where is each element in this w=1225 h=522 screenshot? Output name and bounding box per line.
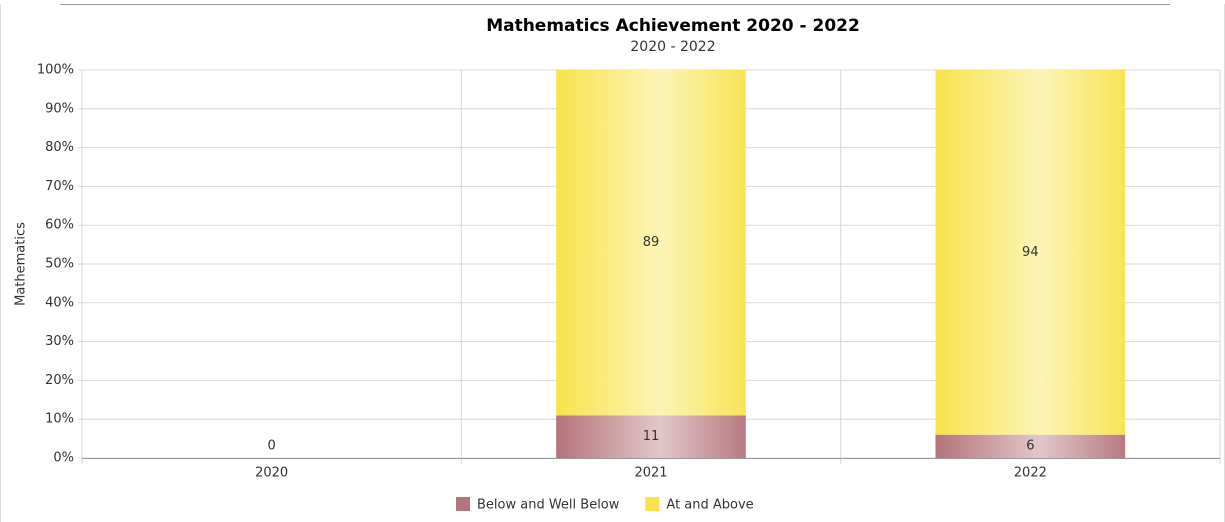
data-label: 0 xyxy=(268,439,276,454)
bar-segment xyxy=(556,415,746,458)
bar-segment xyxy=(935,70,1126,435)
chart-subtitle: 2020 - 2022 xyxy=(630,39,715,55)
legend-label: At and Above xyxy=(666,498,753,513)
y-tick-label: 20% xyxy=(45,373,74,388)
y-tick-label: 70% xyxy=(45,179,74,194)
x-tick-label: 2020 xyxy=(255,466,288,481)
legend-swatch xyxy=(645,497,660,511)
data-label: 11 xyxy=(643,429,660,444)
y-tick-label: 60% xyxy=(45,218,74,233)
legend-swatch xyxy=(456,497,470,511)
data-label: 6 xyxy=(1026,439,1034,454)
x-tick-label: 2021 xyxy=(634,466,667,481)
y-tick-label: 40% xyxy=(45,295,74,310)
y-tick-label: 10% xyxy=(45,412,74,427)
y-tick-label: 80% xyxy=(45,140,74,155)
legend-label: Below and Well Below xyxy=(477,498,620,513)
y-tick-label: 30% xyxy=(45,334,74,349)
bar-segment xyxy=(935,434,1126,458)
y-tick-label: 50% xyxy=(45,257,74,272)
data-label: 94 xyxy=(1022,245,1039,260)
y-tick-label: 90% xyxy=(45,101,74,116)
y-tick-label: 0% xyxy=(53,451,74,466)
chart-title: Mathematics Achievement 2020 - 2022 xyxy=(486,16,860,36)
y-tick-label: 100% xyxy=(37,63,74,78)
y-axis-label: Mathematics xyxy=(14,222,29,306)
bar-segment xyxy=(556,70,746,416)
data-label: 89 xyxy=(643,235,660,250)
x-tick-label: 2022 xyxy=(1014,466,1047,481)
